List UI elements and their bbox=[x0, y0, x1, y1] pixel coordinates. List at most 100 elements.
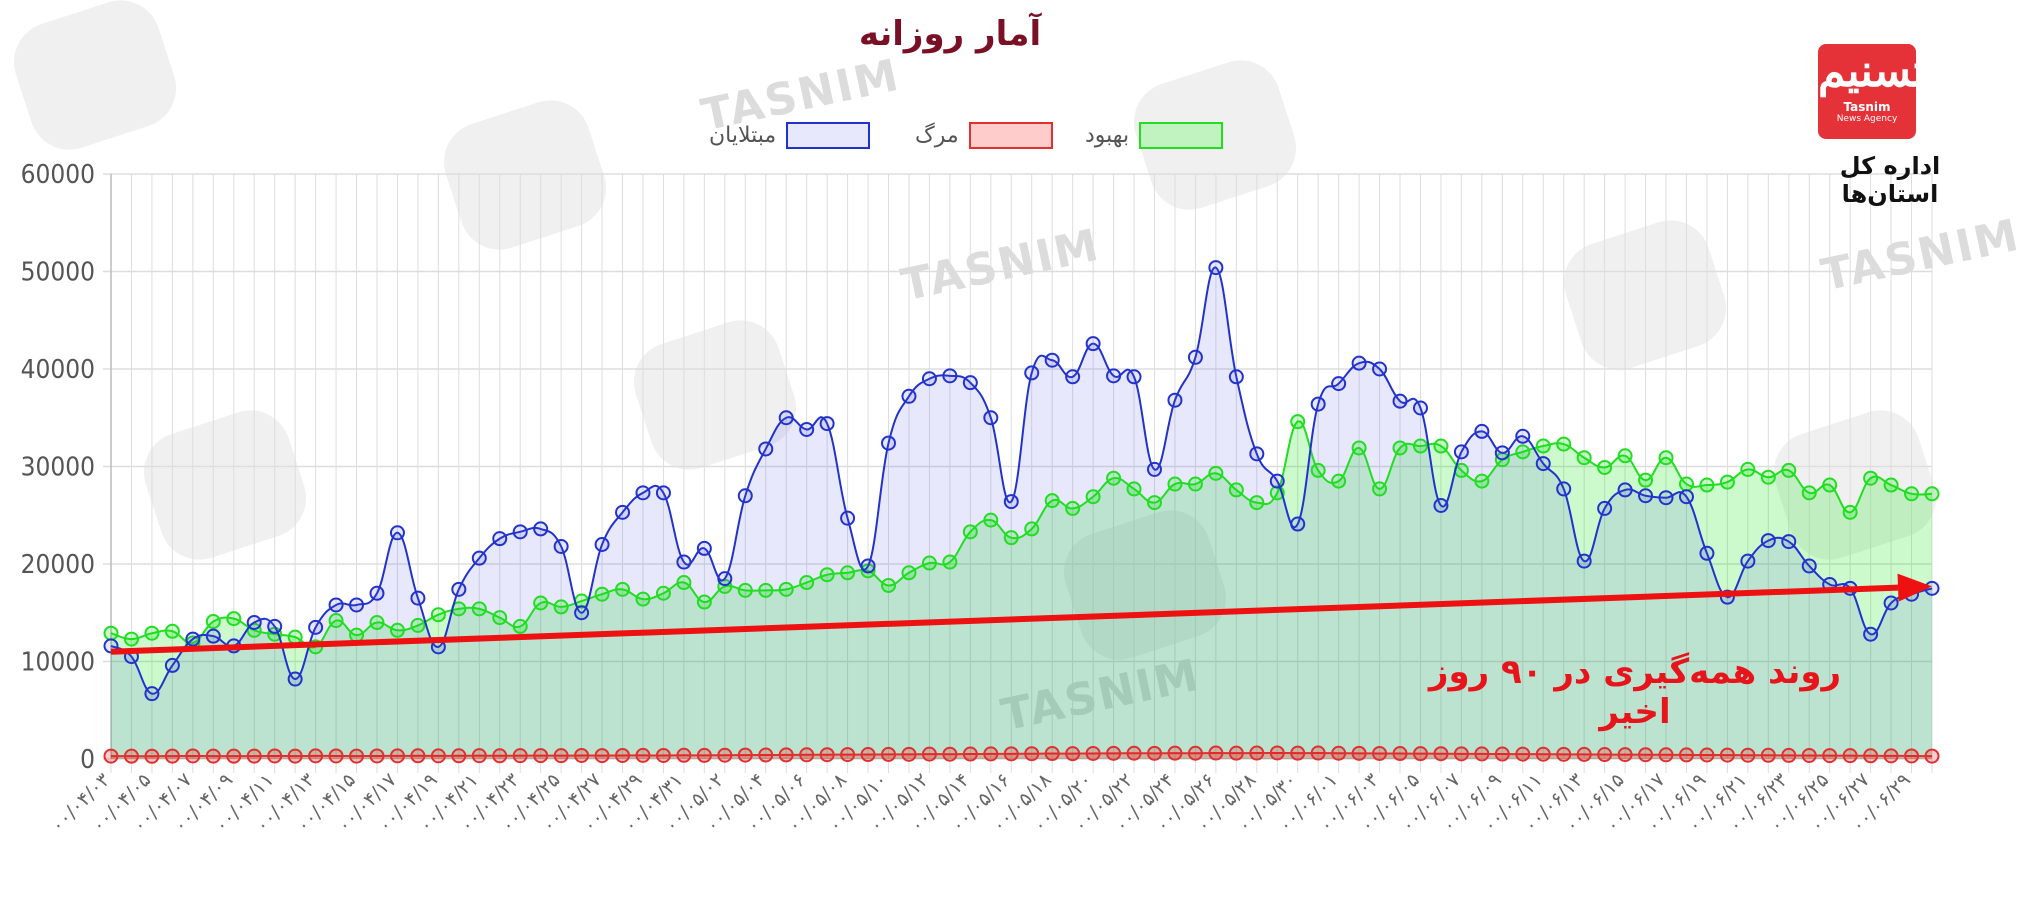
data-point bbox=[860, 558, 876, 574]
data-point bbox=[1269, 473, 1285, 489]
data-point bbox=[328, 748, 344, 764]
data-point bbox=[1044, 493, 1060, 509]
data-point bbox=[369, 585, 385, 601]
data-point bbox=[778, 410, 794, 426]
data-point bbox=[799, 575, 815, 591]
legend-swatch-cases bbox=[786, 122, 871, 149]
data-point bbox=[471, 748, 487, 764]
data-point bbox=[389, 525, 405, 541]
data-point bbox=[1024, 365, 1040, 381]
data-point bbox=[901, 746, 917, 762]
data-point bbox=[349, 597, 365, 613]
data-point bbox=[144, 625, 160, 641]
data-point bbox=[1146, 461, 1162, 477]
data-point bbox=[144, 686, 160, 702]
y-tick-label: 10000 bbox=[21, 648, 95, 678]
data-point bbox=[349, 748, 365, 764]
legend-label: مبتلایان bbox=[709, 123, 777, 148]
data-point bbox=[1740, 461, 1756, 477]
data-point bbox=[1372, 361, 1388, 377]
data-point bbox=[1331, 473, 1347, 489]
y-tick-label: 0 bbox=[80, 745, 95, 775]
data-point bbox=[1842, 748, 1858, 764]
data-point bbox=[389, 748, 405, 764]
tasnim-logo: تسنیم Tasnim News Agency bbox=[1818, 44, 1925, 139]
data-point bbox=[1801, 485, 1817, 501]
data-point bbox=[799, 421, 815, 437]
data-point bbox=[778, 747, 794, 763]
data-point bbox=[1842, 504, 1858, 520]
data-point bbox=[1822, 477, 1838, 493]
data-point bbox=[369, 615, 385, 630]
data-point bbox=[1719, 474, 1735, 490]
data-point bbox=[962, 375, 978, 391]
data-point bbox=[1433, 438, 1449, 454]
data-point bbox=[737, 747, 753, 763]
data-point bbox=[1249, 446, 1265, 462]
data-point bbox=[1699, 477, 1715, 493]
data-point bbox=[881, 746, 897, 762]
data-point bbox=[1412, 746, 1428, 762]
data-point bbox=[1617, 747, 1633, 763]
data-point bbox=[1208, 745, 1224, 761]
data-point bbox=[921, 555, 937, 571]
data-point bbox=[1187, 349, 1203, 365]
data-point bbox=[267, 748, 283, 764]
data-point bbox=[1392, 746, 1408, 762]
data-point bbox=[1678, 476, 1694, 492]
data-point bbox=[758, 441, 774, 457]
data-point bbox=[676, 554, 692, 570]
data-point bbox=[594, 748, 610, 764]
data-point bbox=[1024, 521, 1040, 537]
data-point bbox=[1126, 481, 1142, 497]
data-point bbox=[655, 585, 671, 601]
data-point bbox=[676, 575, 692, 591]
data-point bbox=[1863, 748, 1879, 764]
data-point bbox=[819, 567, 835, 583]
data-point bbox=[574, 747, 590, 763]
data-point bbox=[635, 747, 651, 763]
data-point bbox=[717, 747, 733, 763]
data-point bbox=[205, 614, 221, 630]
data-point bbox=[287, 748, 303, 764]
data-point bbox=[717, 571, 733, 587]
data-point bbox=[1351, 355, 1367, 371]
data-point bbox=[1085, 336, 1101, 352]
data-point bbox=[1863, 626, 1879, 642]
data-point bbox=[308, 748, 324, 764]
data-point bbox=[1433, 498, 1449, 513]
data-point bbox=[1556, 436, 1572, 452]
data-point bbox=[1494, 746, 1510, 762]
data-point bbox=[737, 488, 753, 504]
data-point bbox=[1678, 489, 1694, 505]
data-point bbox=[942, 368, 958, 384]
data-point bbox=[533, 521, 549, 537]
legend-item-cases[interactable]: مبتلایان bbox=[709, 122, 871, 149]
data-point bbox=[1167, 476, 1183, 492]
data-point bbox=[1740, 747, 1756, 763]
data-point bbox=[164, 748, 180, 764]
data-point bbox=[1924, 486, 1940, 502]
data-point bbox=[1801, 747, 1817, 763]
data-point bbox=[1249, 745, 1265, 761]
data-point bbox=[205, 748, 221, 764]
data-point bbox=[1065, 500, 1081, 516]
legend-item-recovered[interactable]: بهبود bbox=[1085, 122, 1224, 149]
data-point bbox=[1310, 745, 1326, 761]
data-point bbox=[410, 590, 426, 606]
trend-arrow-line bbox=[110, 584, 1899, 655]
data-point bbox=[512, 618, 528, 634]
legend-item-deaths[interactable]: مرگ bbox=[915, 122, 1053, 149]
data-point bbox=[1187, 745, 1203, 761]
data-point bbox=[758, 747, 774, 763]
data-point bbox=[983, 746, 999, 762]
data-point bbox=[1085, 745, 1101, 761]
data-point bbox=[1617, 448, 1633, 464]
data-point bbox=[819, 747, 835, 763]
data-point bbox=[1249, 495, 1265, 511]
data-point bbox=[1453, 444, 1469, 460]
data-point bbox=[594, 586, 610, 602]
data-point bbox=[1883, 595, 1899, 611]
department-label: اداره کل استان‌ها bbox=[1839, 152, 1941, 208]
